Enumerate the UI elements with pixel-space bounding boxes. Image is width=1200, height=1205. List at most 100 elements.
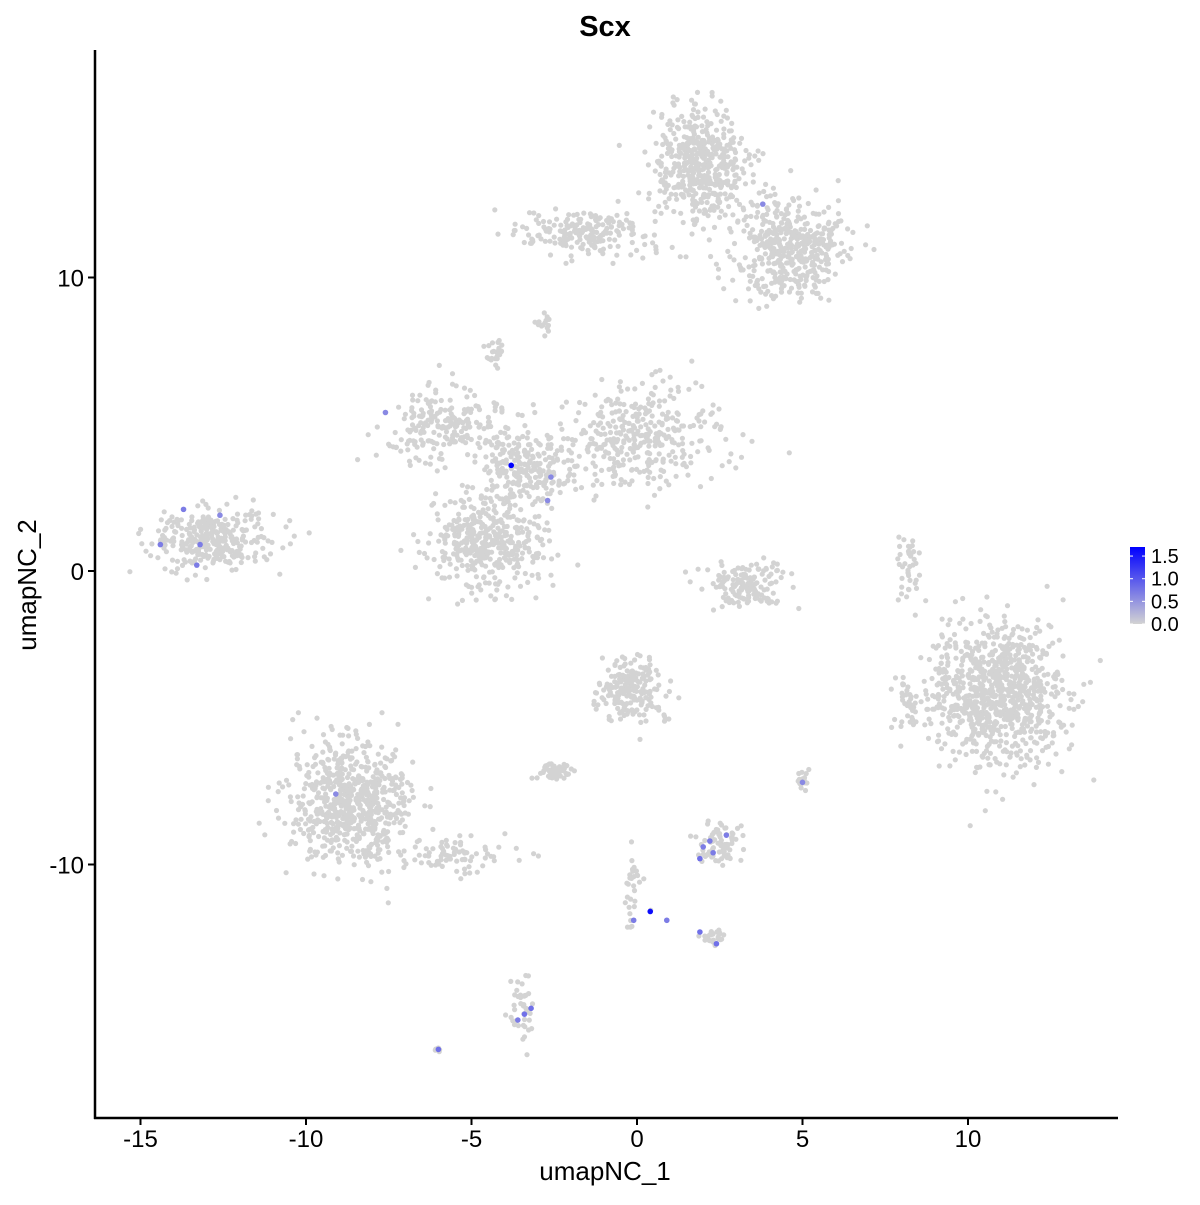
- point: [691, 181, 697, 187]
- point: [744, 222, 750, 228]
- point: [669, 244, 675, 250]
- point: [722, 191, 728, 197]
- point: [676, 142, 683, 148]
- point: [963, 751, 969, 758]
- point: [819, 250, 825, 256]
- point: [348, 809, 354, 815]
- point: [1018, 642, 1024, 648]
- point: [519, 550, 526, 556]
- point: [410, 397, 416, 403]
- point: [733, 581, 739, 588]
- point: [569, 437, 575, 443]
- point: [985, 724, 991, 730]
- point: [1034, 755, 1040, 761]
- point: [672, 428, 678, 434]
- point: [503, 529, 509, 536]
- point: [622, 479, 628, 485]
- point: [982, 695, 988, 702]
- point: [487, 495, 493, 501]
- point: [469, 590, 475, 596]
- point: [570, 222, 577, 228]
- point: [781, 236, 787, 242]
- point: [731, 600, 737, 606]
- point: [648, 419, 654, 426]
- point: [811, 267, 817, 273]
- point: [700, 114, 707, 120]
- point: [675, 411, 681, 417]
- point: [375, 832, 381, 838]
- point: [222, 530, 228, 537]
- point: [349, 813, 355, 819]
- point: [480, 507, 486, 513]
- point: [488, 477, 494, 483]
- point: [680, 173, 687, 179]
- point: [706, 447, 712, 453]
- point: [225, 545, 231, 551]
- point: [136, 530, 142, 537]
- point: [946, 714, 952, 721]
- point: [522, 423, 528, 429]
- point: [694, 415, 700, 421]
- point: [491, 503, 498, 509]
- point: [507, 560, 513, 566]
- point: [941, 698, 947, 704]
- point: [695, 109, 701, 115]
- point: [270, 511, 276, 517]
- point: [764, 303, 770, 309]
- point: [404, 779, 411, 786]
- point: [386, 868, 392, 875]
- point: [632, 386, 638, 392]
- point: [1081, 681, 1087, 687]
- point: [1009, 743, 1016, 749]
- point: [486, 343, 492, 349]
- point: [645, 480, 651, 487]
- point: [685, 472, 691, 478]
- point: [514, 435, 521, 441]
- point: [987, 762, 993, 768]
- point: [769, 293, 775, 299]
- point: [328, 787, 334, 793]
- point: [989, 649, 995, 655]
- point: [764, 586, 770, 592]
- point: [217, 543, 223, 549]
- point: [690, 422, 697, 429]
- point: [647, 429, 653, 435]
- point: [305, 856, 311, 862]
- point: [451, 429, 457, 435]
- point: [711, 207, 717, 213]
- point: [447, 407, 453, 413]
- point: [978, 607, 984, 613]
- point: [979, 692, 985, 698]
- point: [795, 208, 801, 214]
- point: [486, 533, 493, 539]
- point: [618, 431, 624, 437]
- point: [626, 437, 632, 443]
- point: [673, 136, 679, 142]
- point: [303, 821, 309, 827]
- point: [489, 340, 496, 346]
- point: [728, 192, 734, 198]
- point: [705, 123, 711, 129]
- point: [428, 408, 435, 414]
- point: [214, 547, 220, 553]
- point: [427, 404, 433, 410]
- point: [495, 231, 501, 237]
- point: [609, 402, 615, 408]
- point: [416, 549, 422, 556]
- point: [663, 138, 669, 144]
- point: [467, 870, 473, 876]
- point: [173, 529, 179, 535]
- point: [472, 392, 478, 399]
- point: [287, 794, 293, 800]
- point: [444, 843, 450, 849]
- point: [638, 404, 644, 410]
- point: [823, 251, 829, 257]
- point: [530, 485, 536, 491]
- point: [743, 566, 749, 572]
- point: [615, 396, 621, 402]
- point: [986, 634, 992, 640]
- point: [754, 593, 760, 599]
- point: [936, 763, 942, 769]
- point: [334, 777, 340, 783]
- point: [542, 457, 549, 463]
